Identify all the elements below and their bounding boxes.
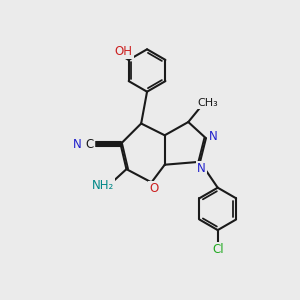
Text: N: N [209, 130, 218, 143]
Text: CH₃: CH₃ [198, 98, 218, 108]
Text: Cl: Cl [212, 243, 224, 256]
Text: N: N [73, 138, 82, 151]
Text: N: N [197, 162, 206, 175]
Text: O: O [149, 182, 158, 195]
Text: NH₂: NH₂ [92, 179, 114, 192]
Text: OH: OH [115, 45, 133, 58]
Text: C: C [85, 138, 93, 151]
